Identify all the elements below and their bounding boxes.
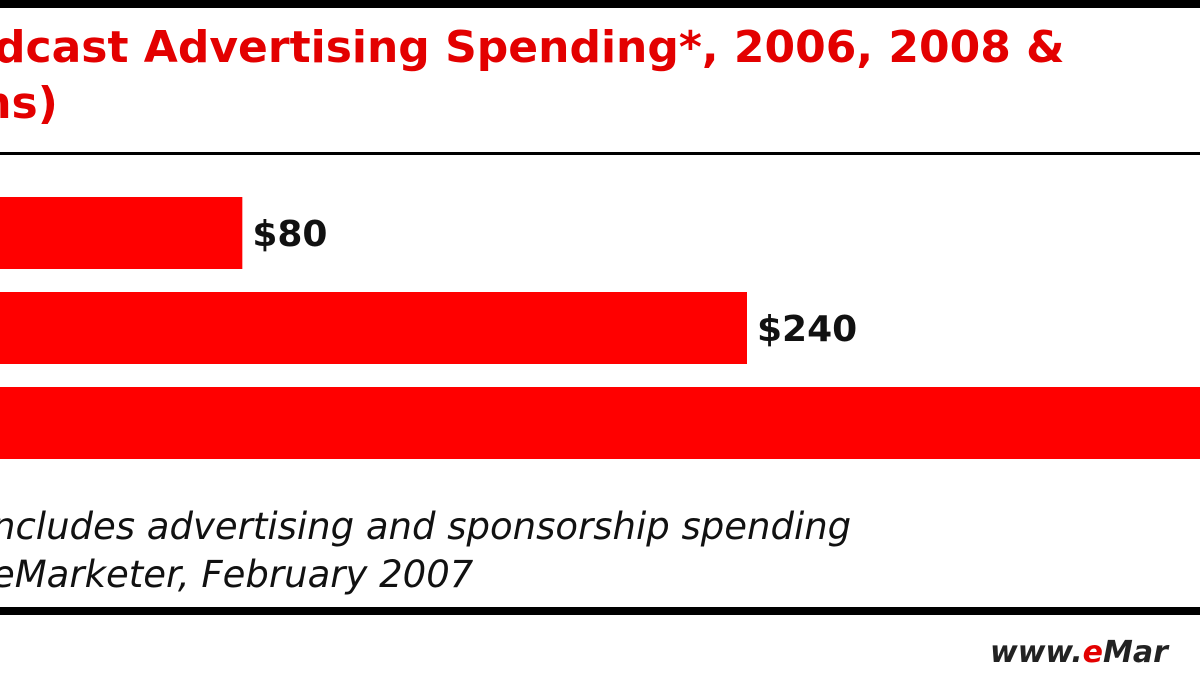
bar-chart: $80 $240: [0, 197, 1200, 459]
bottom-rule: [0, 607, 1200, 615]
brand-logo: www.eMar: [990, 636, 1168, 670]
bar-1: [0, 292, 747, 364]
chart-title-line-2: ons): [0, 78, 58, 129]
title-rule: [0, 152, 1200, 155]
brand-e: e: [1082, 635, 1103, 670]
bar-0: [0, 197, 243, 269]
bar-2: [0, 387, 1200, 459]
source-note: eMarketer, February 2007: [0, 553, 474, 596]
bar-label-1: $240: [757, 309, 857, 350]
top-rule: [0, 0, 1200, 8]
chart-title-line-1: dcast Advertising Spending*, 2006, 2008 …: [0, 22, 1065, 73]
chart-title: dcast Advertising Spending*, 2006, 2008 …: [0, 20, 1200, 132]
footnote: ncludes advertising and sponsorship spen…: [0, 505, 852, 548]
bar-label-0: $80: [252, 214, 327, 255]
brand-prefix: www.: [990, 635, 1083, 670]
brand-rest: Mar: [1102, 635, 1168, 670]
